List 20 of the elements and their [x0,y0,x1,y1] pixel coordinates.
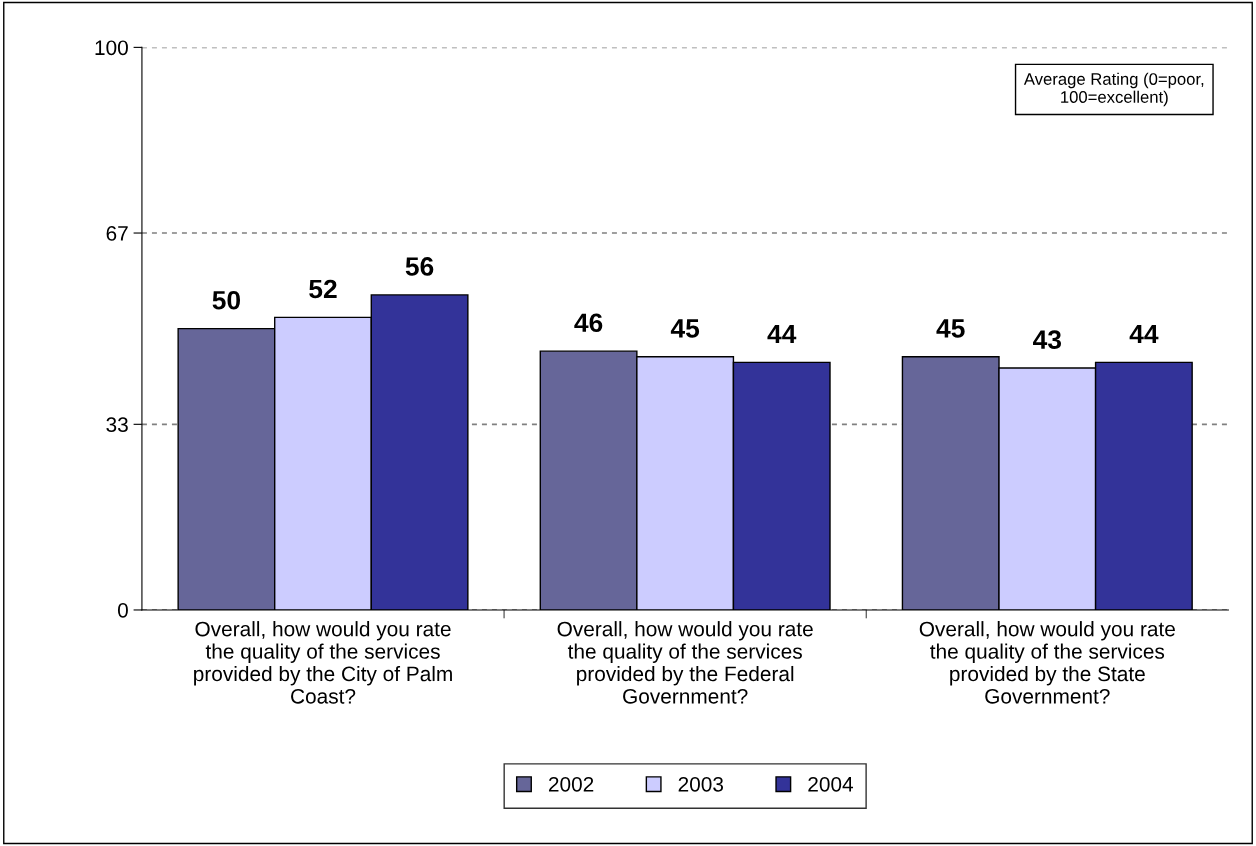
legend-label: 2004 [808,776,854,792]
y-tick-label: 100 [95,40,128,56]
x-tick-label: Overall, how would you rate the quality of the services provided by the State Government? [919,621,1175,704]
y-tick-label: 33 [106,417,128,433]
data-label: 52 [309,279,337,299]
annotation: Average Rating (0=poor, 100=excellent) [1023,72,1204,107]
data-label: 46 [574,313,603,333]
x-tick-label: Overall, how would you rate the quality of the services provided by the City of Palm Coast? [194,621,452,704]
data-label: 50 [212,290,241,310]
y-tick-label: 67 [106,226,128,241]
x-tick-label: Overall, how would you rate the quality of the services provided by the Federal Government? [557,621,813,704]
data-label: 44 [767,324,797,344]
legend-label: 2003 [678,776,724,792]
data-label: 43 [1033,330,1062,349]
data-label: 56 [405,257,434,276]
data-label: 44 [1129,324,1159,344]
data-label: 45 [936,319,965,338]
data-label: 45 [670,319,700,338]
y-tick-label: 0 [117,602,128,618]
legend-label: 2002 [548,776,594,792]
